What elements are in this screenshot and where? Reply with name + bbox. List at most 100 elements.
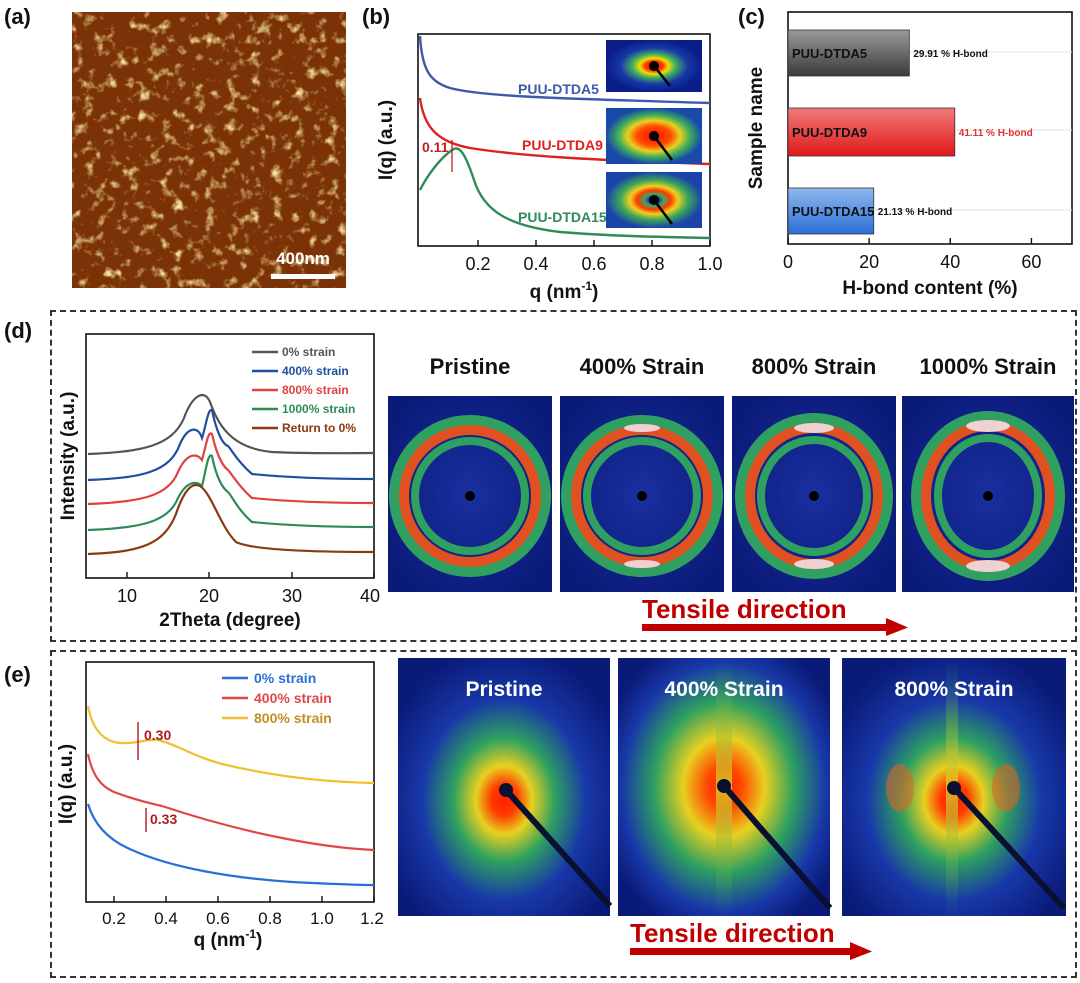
series-label-dtda9: PUU-DTDA9 — [522, 137, 603, 153]
d-legend-item: 400% strain — [282, 364, 349, 378]
e-mark-033: 0.33 — [150, 811, 177, 827]
e-yaxis-label: I(q) (a.u.) — [56, 744, 77, 824]
d-xtick: 40 — [360, 586, 380, 606]
b-xtick: 1.0 — [697, 254, 722, 274]
curve-800-strain — [87, 432, 375, 506]
b-yaxis-label: I(q) (a.u.) — [376, 100, 397, 180]
e-xtick: 0.2 — [102, 909, 126, 928]
saxs-strain-chart: 0.2 0.4 0.6 0.8 1.0 1.2 q (nm-1) I(q) (a… — [56, 661, 384, 951]
waxs-pattern-1000 — [902, 396, 1074, 592]
d-legend-item: 800% strain — [282, 383, 349, 397]
e-legend-item: 800% strain — [254, 710, 332, 726]
d-legend-item: 0% strain — [282, 345, 335, 359]
d-tensile-label: Tensile direction — [642, 594, 847, 624]
d-legend-item: Return to 0% — [282, 421, 356, 435]
curve-400-strain — [87, 408, 375, 482]
c-xtick: 0 — [783, 252, 793, 272]
e-xaxis-label: q (nm-1) — [194, 927, 263, 951]
panel-b-label: (b) — [362, 4, 391, 29]
panel-e-label: (e) — [4, 662, 31, 687]
e-pattern-title: Pristine — [465, 678, 543, 701]
b-xaxis-label: q (nm-1) — [530, 279, 599, 303]
e-legend-item: 400% strain — [254, 690, 332, 706]
c-xtick: 60 — [1021, 252, 1041, 272]
waxs-pattern-800 — [732, 396, 896, 592]
panel-a-label: (a) — [4, 4, 31, 29]
panel-e-frame — [50, 650, 1077, 978]
scalebar-label: 400nm — [276, 249, 330, 268]
bar-value-label: 41.11 % H-bond — [959, 128, 1033, 139]
c-xtick: 20 — [859, 252, 879, 272]
saxs-pattern-pristine — [398, 658, 613, 916]
e-xtick: 1.0 — [310, 909, 334, 928]
e-xtick: 1.2 — [360, 909, 384, 928]
d-legend: 0% strain 400% strain 800% strain 1000% … — [252, 345, 356, 435]
saxs-patterns — [398, 658, 1067, 916]
e-legend-item: 0% strain — [254, 670, 316, 686]
curve-0-strain — [87, 394, 375, 456]
bar-puu-dtda15 — [787, 187, 875, 235]
hbond-chart: PUU-DTDA5 29.91 % H-bond PUU-DTDA9 41.11 % … — [746, 11, 1073, 299]
bar-category-label: PUU-DTDA9 — [792, 125, 867, 140]
e-xtick: 0.8 — [258, 909, 282, 928]
d-pattern-title: 400% Strain — [579, 354, 705, 379]
d-xtick: 20 — [199, 586, 219, 606]
bar-category-label: PUU-DTDA15 — [792, 204, 874, 219]
curve-puu-dtda5 — [418, 35, 711, 105]
d-xaxis-label: 2Theta (degree) — [159, 610, 300, 631]
b-xtick-labels: 0.2 0.4 0.6 0.8 1.0 — [465, 254, 722, 274]
e-pattern-title: 400% Strain — [664, 678, 784, 701]
scalebar-line — [271, 274, 335, 279]
series-label-dtda5: PUU-DTDA5 — [518, 81, 599, 97]
series-label-dtda15: PUU-DTDA15 — [518, 209, 607, 225]
panel-d-frame — [50, 310, 1077, 642]
d-plot-frame — [85, 333, 375, 579]
d-xtick: 30 — [282, 586, 302, 606]
bars-group: PUU-DTDA5 29.91 % H-bond PUU-DTDA9 41.11 % … — [787, 29, 1033, 235]
c-xtick: 40 — [940, 252, 960, 272]
d-pattern-title: Pristine — [429, 354, 511, 379]
panel-c-label: (c) — [738, 4, 765, 29]
curve-e-0-strain — [86, 803, 375, 887]
bar-value-label: 29.91 % H-bond — [913, 49, 987, 60]
d-xtick: 10 — [117, 586, 137, 606]
d-legend-item: 1000% strain — [282, 402, 355, 416]
waxs-patterns — [388, 396, 1074, 592]
c-yaxis-label: Sample name — [746, 67, 767, 190]
bar-category-label: PUU-DTDA5 — [792, 46, 867, 61]
waxs-pattern-400 — [560, 396, 724, 592]
b-xtick: 0.4 — [523, 254, 548, 274]
saxs-pattern-800 — [842, 658, 1067, 916]
b-peak-label: 0.11 — [422, 139, 449, 155]
c-xaxis-label: H-bond content (%) — [842, 278, 1017, 299]
e-mark-030: 0.30 — [144, 727, 171, 743]
b-xtick: 0.2 — [465, 254, 490, 274]
curve-e-800-strain — [86, 705, 375, 785]
curve-return-0 — [87, 483, 375, 556]
panel-d-label: (d) — [4, 318, 33, 343]
d-yaxis-label: Intensity (a.u.) — [58, 392, 79, 521]
curve-1000-strain — [87, 454, 375, 532]
d-tensile-arrow — [642, 618, 908, 636]
e-tensile-arrow — [630, 942, 872, 960]
waxs-pattern-pristine — [388, 396, 552, 592]
curve-puu-dtda15 — [418, 147, 711, 240]
d-pattern-title: 800% Strain — [751, 354, 877, 379]
bar-value-label: 21.13 % H-bond — [878, 207, 952, 218]
bar-puu-dtda9 — [787, 107, 956, 157]
b-xtick: 0.8 — [639, 254, 664, 274]
saxs-chart: 0.2 0.4 0.6 0.8 1.0 q (nm-1) I(q) (a.u.)… — [376, 33, 723, 303]
e-legend: 0% strain 400% strain 800% strain — [222, 670, 332, 726]
e-pattern-title: 800% Strain — [894, 678, 1014, 701]
waxs-chart: 10 20 30 40 2Theta (degree) Intensity (a… — [58, 333, 380, 631]
saxs-pattern-400 — [618, 658, 833, 916]
b-plot-frame — [417, 33, 711, 247]
curve-e-400-strain — [86, 753, 375, 852]
e-tensile-label: Tensile direction — [630, 918, 835, 948]
bar-puu-dtda5 — [787, 29, 910, 77]
b-xtick: 0.6 — [581, 254, 606, 274]
afm-image: 400nm — [72, 12, 346, 288]
e-xtick: 0.6 — [206, 909, 230, 928]
d-pattern-title: 1000% Strain — [919, 354, 1057, 379]
e-xtick: 0.4 — [154, 909, 178, 928]
